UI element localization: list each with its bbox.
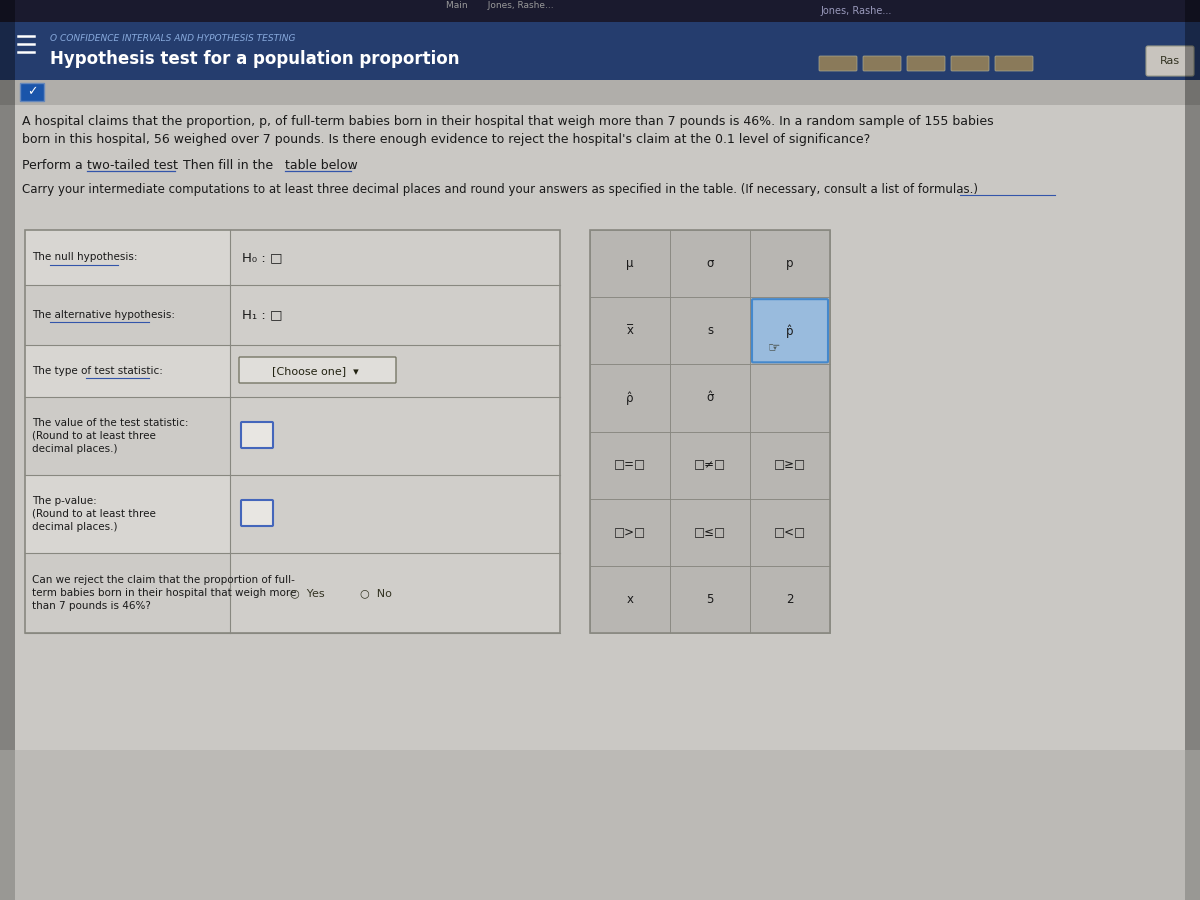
- Text: Jones, Rashe...: Jones, Rashe...: [820, 6, 892, 16]
- Text: Main       Jones, Rashe...: Main Jones, Rashe...: [446, 2, 554, 11]
- Bar: [0, 105, 1200, 900]
- Bar: [230, 230, 560, 285]
- Text: ρ̂: ρ̂: [626, 392, 634, 405]
- FancyBboxPatch shape: [1146, 46, 1194, 76]
- Bar: [25, 345, 560, 397]
- Text: The null hypothesis:: The null hypothesis:: [32, 253, 138, 263]
- FancyBboxPatch shape: [752, 299, 828, 363]
- Text: O CONFIDENCE INTERVALS AND HYPOTHESIS TESTING: O CONFIDENCE INTERVALS AND HYPOTHESIS TE…: [50, 34, 295, 43]
- Text: s: s: [707, 324, 713, 338]
- Bar: [0, 0, 14, 900]
- Text: born in this hospital, 56 weighed over 7 pounds. Is there enough evidence to rej: born in this hospital, 56 weighed over 7…: [22, 133, 870, 146]
- Bar: [230, 475, 560, 553]
- Bar: [25, 285, 560, 345]
- Bar: [20, 83, 44, 101]
- Text: ○  Yes: ○ Yes: [290, 588, 325, 598]
- Bar: [25, 397, 560, 475]
- Text: □≤□: □≤□: [694, 526, 726, 539]
- Text: Can we reject the claim that the proportion of full-: Can we reject the claim that the proport…: [32, 575, 295, 585]
- Text: A hospital claims that the proportion, p, of full-term babies born in their hosp: A hospital claims that the proportion, p…: [22, 115, 994, 128]
- Bar: [1186, 0, 1200, 900]
- Text: table below: table below: [286, 159, 358, 172]
- FancyBboxPatch shape: [863, 56, 901, 71]
- Text: . Then fill in the: . Then fill in the: [175, 159, 277, 172]
- Text: p: p: [786, 257, 793, 270]
- Bar: [0, 750, 1200, 900]
- Text: μ: μ: [626, 257, 634, 270]
- Text: (Round to at least three: (Round to at least three: [32, 509, 156, 519]
- FancyBboxPatch shape: [995, 56, 1033, 71]
- FancyBboxPatch shape: [952, 56, 989, 71]
- Text: ☞: ☞: [768, 340, 780, 355]
- Text: than 7 pounds is 46%?: than 7 pounds is 46%?: [32, 601, 151, 611]
- Bar: [590, 230, 830, 633]
- Bar: [25, 230, 560, 633]
- Text: 5: 5: [707, 593, 714, 606]
- Bar: [0, 0, 1200, 22]
- Bar: [230, 345, 560, 397]
- Text: term babies born in their hospital that weigh more: term babies born in their hospital that …: [32, 588, 296, 598]
- FancyBboxPatch shape: [818, 56, 857, 71]
- Text: ○  No: ○ No: [360, 588, 392, 598]
- Text: two-tailed test: two-tailed test: [88, 159, 178, 172]
- Text: 2: 2: [786, 593, 793, 606]
- Text: The p-value:: The p-value:: [32, 496, 97, 506]
- Text: □<□: □<□: [774, 526, 806, 539]
- Text: Ras: Ras: [1160, 56, 1180, 66]
- Text: x̅: x̅: [626, 324, 634, 338]
- Bar: [25, 553, 560, 633]
- Text: □≥□: □≥□: [774, 459, 806, 472]
- Text: Hypothesis test for a population proportion: Hypothesis test for a population proport…: [50, 50, 460, 68]
- Bar: [25, 230, 560, 285]
- Text: (Round to at least three: (Round to at least three: [32, 431, 156, 441]
- Text: H₁ : □: H₁ : □: [242, 309, 282, 321]
- Text: p̂: p̂: [786, 324, 793, 338]
- Text: Perform a: Perform a: [22, 159, 86, 172]
- Text: H₀ : □: H₀ : □: [242, 251, 282, 264]
- Text: Carry your intermediate computations to at least three decimal places and round : Carry your intermediate computations to …: [22, 183, 978, 196]
- Text: The alternative hypothesis:: The alternative hypothesis:: [32, 310, 175, 320]
- Text: decimal places.): decimal places.): [32, 522, 118, 532]
- Text: x: x: [626, 593, 634, 606]
- Text: □=□: □=□: [614, 459, 646, 472]
- Text: [Choose one]  ▾: [Choose one] ▾: [271, 366, 359, 376]
- Bar: [25, 475, 560, 553]
- Text: .: .: [352, 159, 355, 172]
- Text: σ: σ: [707, 257, 714, 270]
- Bar: [230, 285, 560, 345]
- FancyBboxPatch shape: [241, 500, 274, 526]
- FancyBboxPatch shape: [241, 422, 274, 448]
- FancyBboxPatch shape: [907, 56, 946, 71]
- Text: σ̂: σ̂: [707, 392, 714, 404]
- Text: □≠□: □≠□: [694, 459, 726, 472]
- Text: □>□: □>□: [614, 526, 646, 539]
- Bar: [230, 397, 560, 475]
- Text: The type of test statistic:: The type of test statistic:: [32, 366, 163, 376]
- Text: decimal places.): decimal places.): [32, 444, 118, 454]
- Text: ✓: ✓: [26, 86, 37, 98]
- FancyBboxPatch shape: [239, 357, 396, 383]
- Text: The value of the test statistic:: The value of the test statistic:: [32, 418, 188, 428]
- Bar: [0, 22, 1200, 80]
- Bar: [230, 553, 560, 633]
